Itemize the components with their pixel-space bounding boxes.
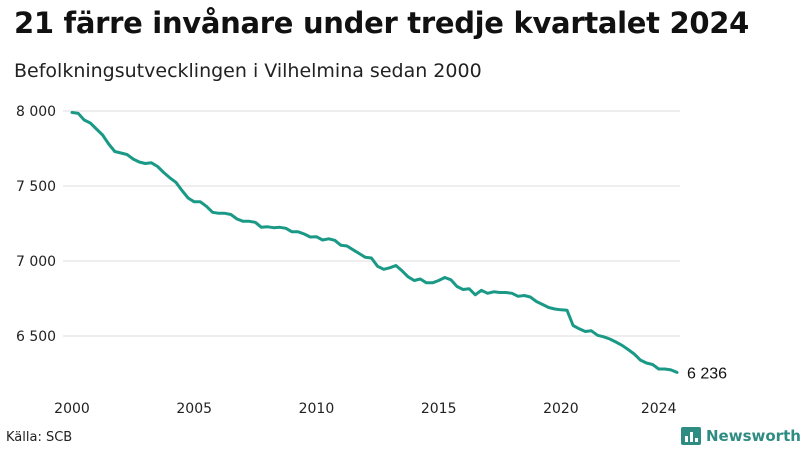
series-line bbox=[70, 111, 679, 374]
y-tick-label: 7 500 bbox=[16, 179, 56, 195]
y-tick-label: 8 000 bbox=[16, 104, 56, 120]
x-tick-label: 2010 bbox=[299, 401, 335, 417]
brand-name: Newsworthy bbox=[706, 427, 800, 445]
x-tick-label: 2005 bbox=[176, 401, 212, 417]
y-tick-label: 7 000 bbox=[16, 254, 56, 270]
bar-chart-icon bbox=[681, 427, 701, 445]
end-value-label: 6 236 bbox=[687, 365, 727, 382]
chart-subtitle: Befolkningsutvecklingen i Vilhelmina sed… bbox=[14, 60, 482, 82]
x-tick-label: 2015 bbox=[421, 401, 457, 417]
brand-logo: Newsworthy bbox=[680, 426, 800, 446]
source-note: Källa: SCB bbox=[6, 430, 73, 445]
x-tick-label: 2024 bbox=[641, 401, 677, 417]
x-tick-label: 2000 bbox=[54, 401, 90, 417]
y-tick-label: 6 500 bbox=[16, 329, 56, 345]
x-tick-label: 2020 bbox=[543, 401, 579, 417]
chart-title: 21 färre invånare under tredje kvartalet… bbox=[14, 6, 750, 40]
